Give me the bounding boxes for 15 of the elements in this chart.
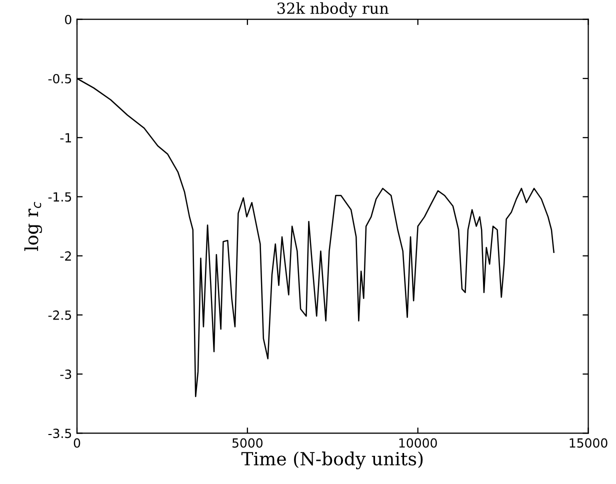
y-tick-label: -2.5 xyxy=(48,310,72,320)
y-axis-title: log r$_{c}$ xyxy=(24,202,42,251)
y-tick-label: -0.5 xyxy=(48,74,72,84)
x-tick-label: 5000 xyxy=(232,438,262,448)
y-tick-label: -2 xyxy=(60,251,71,261)
x-tick-label: 15000 xyxy=(570,438,608,448)
chart-title: 32k nbody run xyxy=(277,2,389,18)
y-tick-label: -3.5 xyxy=(48,428,72,438)
x-axis-title: Time (N-body units) xyxy=(241,452,423,470)
y-tick-label: -1 xyxy=(60,133,71,142)
x-tick-label: 0 xyxy=(74,438,80,448)
y-tick-label: 0 xyxy=(65,14,72,24)
y-tick-label: -1.5 xyxy=(48,192,72,202)
y-tick-label: -3 xyxy=(60,370,72,379)
x-tick-label: 10000 xyxy=(399,438,437,448)
